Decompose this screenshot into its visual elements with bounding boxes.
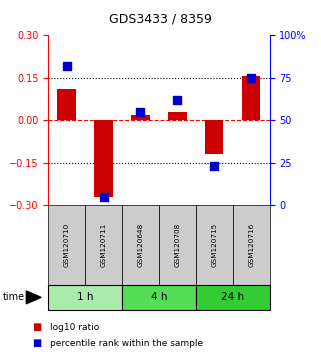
Point xyxy=(248,75,254,81)
Text: percentile rank within the sample: percentile rank within the sample xyxy=(50,339,203,348)
Bar xyxy=(94,120,113,197)
Bar xyxy=(242,76,260,120)
Text: GDS3433 / 8359: GDS3433 / 8359 xyxy=(109,12,212,25)
Text: time: time xyxy=(3,292,25,302)
Text: 1 h: 1 h xyxy=(77,292,93,302)
Text: GSM120716: GSM120716 xyxy=(248,223,254,267)
Text: GSM120648: GSM120648 xyxy=(137,223,143,267)
Text: 4 h: 4 h xyxy=(151,292,167,302)
Text: log10 ratio: log10 ratio xyxy=(50,323,99,332)
Point xyxy=(138,109,143,115)
Point xyxy=(101,194,106,200)
Point xyxy=(64,63,69,69)
Text: ■: ■ xyxy=(32,338,41,348)
Point xyxy=(175,97,180,103)
Text: ■: ■ xyxy=(32,322,41,332)
Bar xyxy=(168,112,187,120)
Text: GSM120715: GSM120715 xyxy=(211,223,217,267)
Text: 24 h: 24 h xyxy=(221,292,244,302)
Text: GSM120708: GSM120708 xyxy=(174,223,180,267)
Bar xyxy=(57,89,76,120)
Text: GSM120710: GSM120710 xyxy=(64,223,70,267)
Text: GSM120711: GSM120711 xyxy=(100,223,107,267)
Bar xyxy=(205,120,223,154)
Point xyxy=(212,164,217,169)
Bar xyxy=(131,115,150,120)
